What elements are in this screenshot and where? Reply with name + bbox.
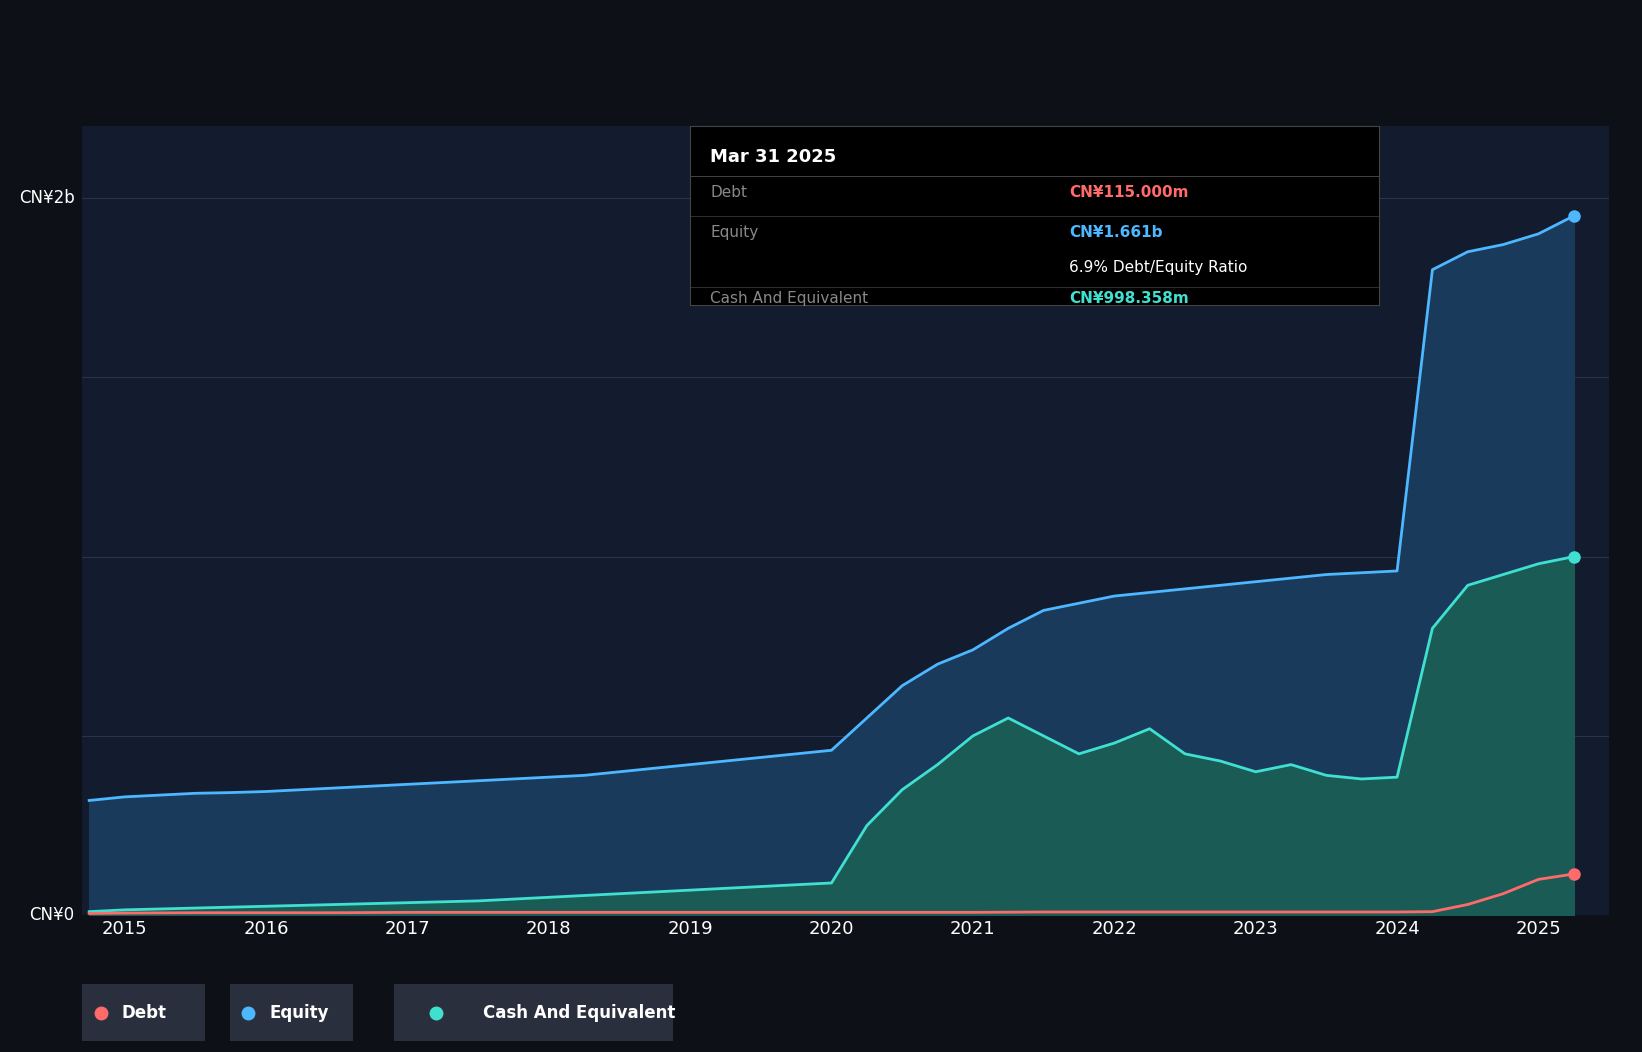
Text: Mar 31 2025: Mar 31 2025 [711,147,836,166]
Text: CN¥115.000m: CN¥115.000m [1069,185,1189,200]
Text: Cash And Equivalent: Cash And Equivalent [483,1004,677,1021]
Text: Cash And Equivalent: Cash And Equivalent [711,290,869,306]
Text: CN¥1.661b: CN¥1.661b [1069,225,1163,240]
Text: CN¥0: CN¥0 [30,906,74,925]
Text: CN¥2b: CN¥2b [18,189,74,207]
Text: Equity: Equity [269,1004,328,1021]
Text: Debt: Debt [711,185,747,200]
Text: Debt: Debt [122,1004,166,1021]
Text: Equity: Equity [711,225,759,240]
Text: CN¥998.358m: CN¥998.358m [1069,290,1189,306]
Text: 6.9% Debt/Equity Ratio: 6.9% Debt/Equity Ratio [1069,261,1248,276]
